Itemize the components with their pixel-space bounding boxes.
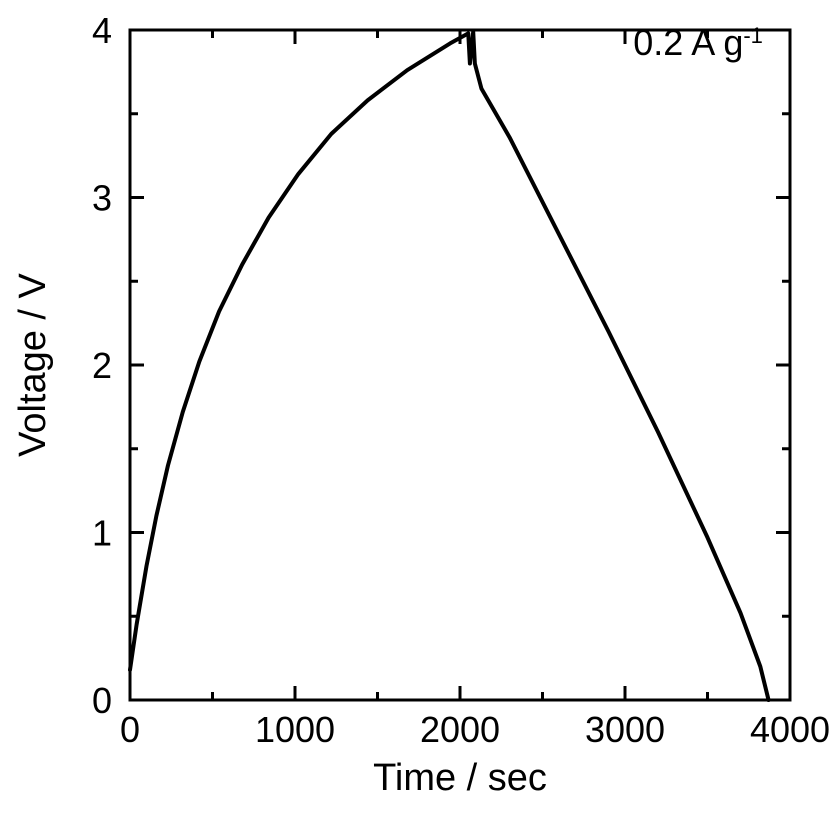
- voltage-time-chart: 0 1000 2000 3000 4000 0 1 2 3 4 Time / sec Voltage …: [0, 0, 829, 821]
- y-tick-label: 0: [92, 680, 112, 721]
- y-tick-label: 4: [92, 10, 112, 51]
- y-axis-label: Voltage / V: [12, 272, 54, 456]
- y-tick-label: 1: [92, 513, 112, 554]
- x-tick-label: 2000: [420, 709, 500, 750]
- x-tick-label: 0: [120, 709, 140, 750]
- chart-container: { "chart": { "type": "line", "background…: [0, 0, 829, 821]
- x-tick-label: 3000: [585, 709, 665, 750]
- x-tick-label: 1000: [255, 709, 335, 750]
- y-tick-label: 3: [92, 178, 112, 219]
- x-axis-label: Time / sec: [373, 757, 547, 799]
- y-tick-label: 2: [92, 345, 112, 386]
- x-tick-label: 4000: [750, 709, 829, 750]
